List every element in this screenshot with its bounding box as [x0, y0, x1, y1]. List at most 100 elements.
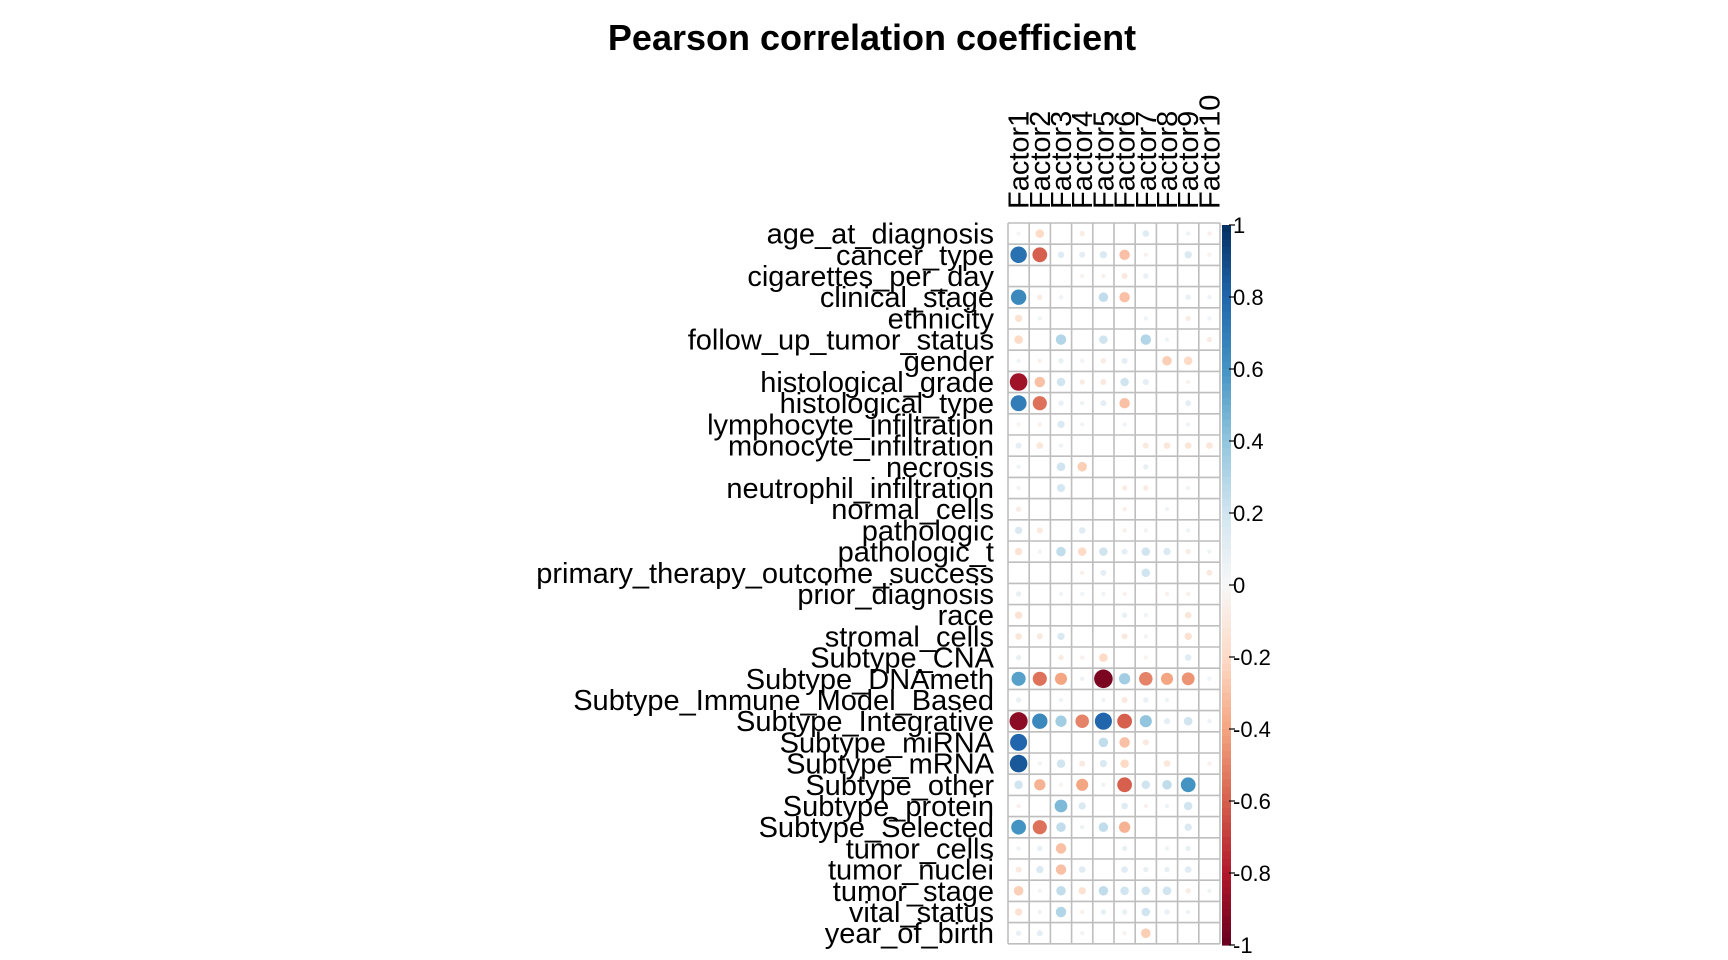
- colorbar-segment: [1222, 225, 1231, 233]
- correlation-circle: [1163, 718, 1171, 725]
- correlation-circle: [1185, 294, 1191, 300]
- row-label: cigarettes_per_day: [747, 261, 994, 293]
- correlation-circle: [1056, 546, 1066, 557]
- correlation-circle: [1186, 379, 1191, 385]
- correlation-circle: [1015, 654, 1022, 661]
- correlation-circle: [1121, 845, 1128, 852]
- colorbar-segment: [1222, 750, 1231, 759]
- correlation-circle: [1099, 251, 1108, 259]
- correlation-circle: [1100, 358, 1107, 364]
- correlation-circle: [1206, 442, 1213, 449]
- correlation-circle: [1122, 422, 1127, 427]
- row-label: tumor_cells: [846, 833, 994, 865]
- colorbar-segment: [1222, 671, 1231, 680]
- correlation-circle: [1180, 777, 1196, 793]
- colorbar-segment: [1222, 837, 1231, 845]
- correlation-circle: [1014, 611, 1023, 619]
- correlation-circle: [1080, 909, 1085, 915]
- correlation-circle: [1143, 485, 1149, 491]
- correlation-circle: [1037, 909, 1043, 915]
- correlation-circle: [1185, 888, 1191, 894]
- colorbar-segment: [1222, 844, 1231, 852]
- correlation-circle: [1057, 632, 1065, 641]
- correlation-circle: [1119, 291, 1130, 303]
- correlation-circle: [1079, 251, 1086, 258]
- correlation-circle: [1141, 547, 1151, 556]
- correlation-circle: [1056, 886, 1066, 896]
- colorbar-segment: [1222, 765, 1231, 773]
- correlation-circle: [1036, 633, 1043, 640]
- colorbar-segment: [1222, 599, 1231, 608]
- colorbar-segment: [1222, 851, 1231, 860]
- correlation-circle: [1032, 247, 1048, 263]
- correlation-circle: [1164, 866, 1170, 873]
- row-label: Subtype_Selected: [759, 812, 994, 844]
- correlation-circle: [1206, 336, 1213, 343]
- correlation-circle: [1014, 335, 1023, 344]
- colorbar-segment: [1222, 239, 1231, 248]
- correlation-circle: [1056, 462, 1066, 472]
- correlation-circle: [1099, 335, 1108, 344]
- correlation-circle: [1164, 846, 1170, 851]
- colorbar-segment: [1222, 858, 1231, 867]
- correlation-circle: [1080, 825, 1085, 830]
- colorbar-tick-label: 0.2: [1233, 501, 1264, 526]
- correlation-circle: [1009, 754, 1028, 773]
- correlation-circle: [1080, 655, 1085, 660]
- correlation-circle: [1016, 846, 1021, 851]
- colorbar-segment: [1222, 484, 1231, 492]
- correlation-circle: [1207, 295, 1212, 300]
- correlation-circle: [1037, 549, 1043, 554]
- correlation-circle: [1057, 251, 1065, 259]
- row-label: Subtype_Integrative: [736, 706, 994, 738]
- colorbar-segment: [1222, 275, 1231, 284]
- correlation-circle: [1014, 547, 1023, 556]
- correlation-circle: [1058, 697, 1064, 703]
- correlation-circle: [1036, 442, 1044, 449]
- correlation-circle: [1058, 443, 1064, 448]
- correlation-circle: [1207, 761, 1212, 766]
- column-label: Factor9: [1173, 111, 1205, 209]
- correlation-circle: [1080, 422, 1085, 427]
- correlation-circle: [1034, 779, 1046, 791]
- correlation-circle: [1080, 570, 1085, 575]
- correlation-circle: [1058, 654, 1064, 661]
- correlation-circle: [1100, 400, 1107, 407]
- colorbar-segment: [1222, 873, 1231, 881]
- correlation-circle: [1143, 697, 1149, 703]
- correlation-circle: [1032, 713, 1048, 729]
- correlation-circle: [1143, 528, 1149, 533]
- correlation-circle: [1160, 672, 1174, 685]
- row-label: Subtype_miRNA: [780, 727, 995, 759]
- correlation-circle: [1121, 696, 1128, 704]
- correlation-circle: [1163, 442, 1171, 449]
- colorbar-segment: [1222, 606, 1231, 615]
- correlation-circle: [1122, 528, 1127, 533]
- correlation-circle: [1121, 357, 1128, 364]
- colorbar-segment: [1222, 700, 1231, 708]
- colorbar-segment: [1222, 527, 1231, 536]
- column-label: Factor5: [1088, 111, 1120, 209]
- correlation-circle: [1094, 669, 1113, 689]
- correlation-circle: [1207, 231, 1212, 236]
- correlation-circle: [1143, 464, 1149, 470]
- colorbar-tick-label: -0.2: [1233, 645, 1271, 670]
- row-label: follow_up_tumor_status: [688, 325, 994, 357]
- correlation-circle: [1121, 909, 1128, 915]
- colorbar-segment: [1222, 707, 1231, 716]
- colorbar-segment: [1222, 757, 1231, 766]
- correlation-circle: [1119, 249, 1130, 261]
- correlation-circle: [1078, 866, 1086, 873]
- correlation-circle: [1014, 526, 1023, 535]
- colorbar-segment: [1222, 253, 1231, 262]
- correlation-circle: [1120, 759, 1129, 768]
- correlation-circle: [1016, 803, 1021, 809]
- correlation-circle: [1010, 246, 1027, 264]
- correlation-circle: [1058, 358, 1064, 364]
- grid: [1007, 222, 1221, 945]
- correlation-circle: [1057, 420, 1065, 429]
- correlation-circle: [1032, 820, 1047, 835]
- correlation-circle: [1077, 547, 1087, 556]
- column-labels: Factor1Factor2Factor3Factor4Factor5Facto…: [1004, 95, 1227, 209]
- correlation-circle: [1016, 485, 1021, 491]
